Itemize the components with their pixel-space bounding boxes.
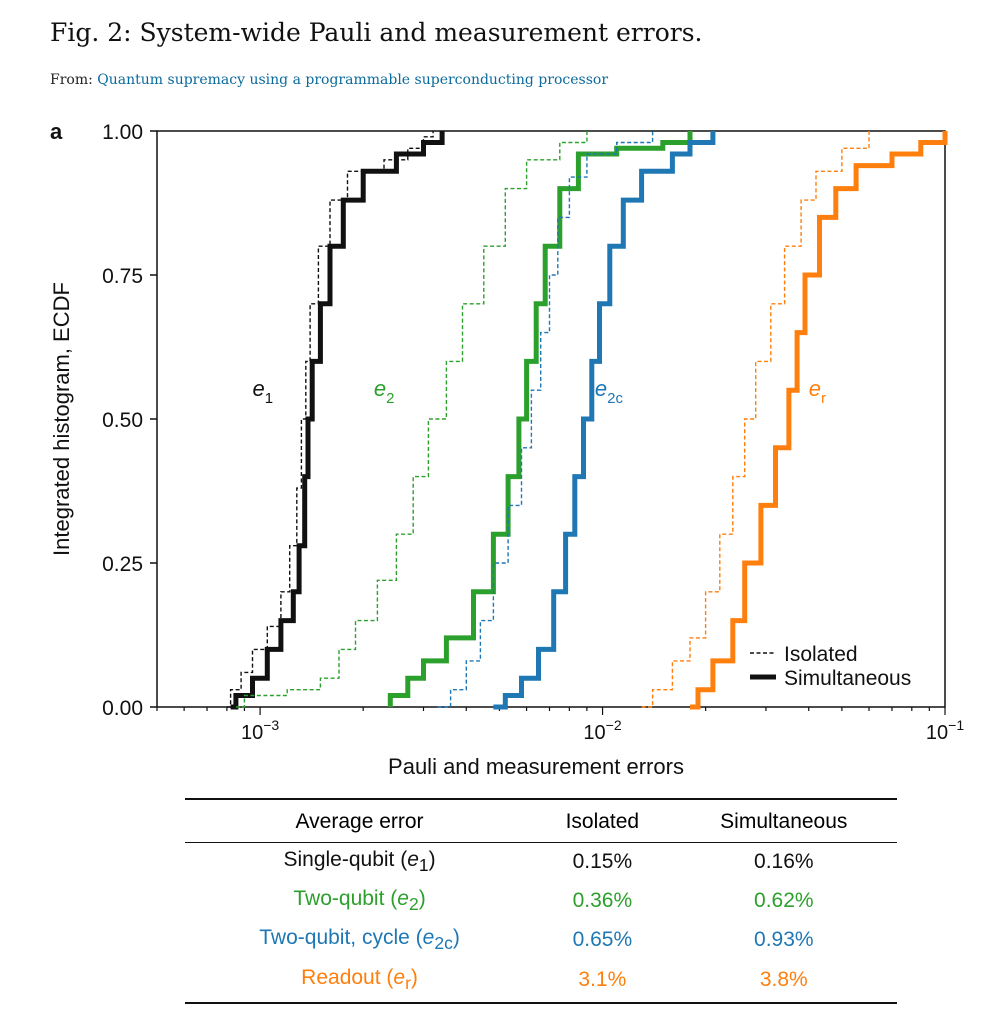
series-er-simultaneous (690, 131, 948, 710)
y-tick-label: 0.50 (102, 409, 143, 432)
x-tick-label: 10−2 (583, 717, 621, 744)
row-label: Readout (er) (185, 960, 535, 1004)
table-row: Single-qubit (e1) 0.15% 0.16% (185, 843, 897, 883)
series-label-er: er (809, 376, 826, 407)
header-average-error: Average error (185, 798, 535, 843)
table-header-row: Average error Isolated Simultaneous (185, 798, 897, 843)
simultaneous-value: 3.8% (670, 960, 897, 1004)
figure-title: Fig. 2: System-wide Pauli and measuremen… (50, 18, 703, 47)
series-e2c-simultaneous (493, 131, 716, 710)
series-er-isolated (641, 131, 870, 708)
isolated-value: 0.15% (572, 850, 633, 874)
simultaneous-value: 0.93% (754, 928, 814, 952)
series-e2-simultaneous (387, 131, 693, 707)
y-axis-label: Integrated histogram, ECDF (49, 282, 74, 556)
simultaneous-value: 0.16% (754, 850, 814, 874)
table-row: Readout (er) 3.1% 3.8% (185, 960, 897, 1004)
series-e1-simultaneous (230, 131, 445, 710)
isolated-value: 0.36% (572, 889, 633, 913)
row-label: Two-qubit, cycle (e2c) (259, 926, 460, 954)
y-tick-label: 0.25 (102, 553, 143, 576)
y-tick-label: 1.00 (102, 121, 143, 144)
panel-label: a (50, 119, 63, 144)
source-article-link[interactable]: Quantum supremacy using a programmable s… (97, 72, 609, 88)
isolated-value: 0.65% (572, 928, 633, 952)
series-e2c-isolated (437, 131, 654, 708)
table-row: Two-qubit (e2) 0.36% 0.62% (185, 882, 897, 921)
series-label-e1: e1 (252, 376, 273, 407)
source-line: From: Quantum supremacy using a programm… (50, 72, 608, 88)
average-error-table: Average error Isolated Simultaneous Sing… (185, 798, 897, 1004)
x-axis-label: Pauli and measurement errors (388, 754, 684, 779)
y-tick-label: 0.75 (102, 265, 143, 288)
row-label: Single-qubit (e1) (283, 848, 436, 876)
x-tick-label: 10−1 (926, 717, 964, 744)
series-e1-isolated (226, 131, 434, 708)
header-isolated: Isolated (534, 798, 671, 843)
from-label: From: (50, 72, 93, 88)
y-tick-label: 0.00 (102, 697, 143, 720)
simultaneous-value: 0.62% (754, 889, 814, 913)
legend-isolated-label: Isolated (784, 643, 858, 666)
x-tick-label: 10−3 (241, 717, 279, 744)
table-row: Two-qubit, cycle (e2c) 0.65% 0.93% (185, 921, 897, 960)
series-label-e2: e2 (374, 376, 395, 407)
series-label-e2c: e2c (595, 376, 624, 407)
ecdf-chart: a 0.00 0.25 0.50 0.75 1.00 10−3 10−2 10−1 Pauli a… (49, 119, 964, 779)
row-label: Two-qubit (e2) (293, 887, 426, 915)
series-e2-isolated (235, 131, 588, 708)
isolated-value: 3.1% (534, 960, 671, 1004)
header-simultaneous: Simultaneous (670, 798, 897, 843)
legend-simultaneous-label: Simultaneous (784, 667, 911, 690)
